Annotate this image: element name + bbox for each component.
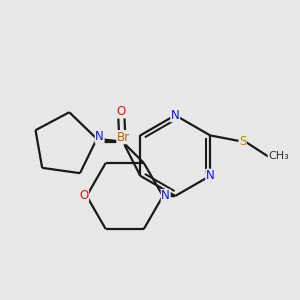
Text: N: N <box>95 130 104 143</box>
Text: N: N <box>171 109 180 122</box>
Text: N: N <box>206 169 214 182</box>
Text: N: N <box>161 190 170 202</box>
Text: CH₃: CH₃ <box>268 151 289 160</box>
Text: O: O <box>79 190 88 202</box>
Text: Br: Br <box>117 130 130 144</box>
Text: O: O <box>117 105 126 118</box>
Text: S: S <box>239 134 246 148</box>
